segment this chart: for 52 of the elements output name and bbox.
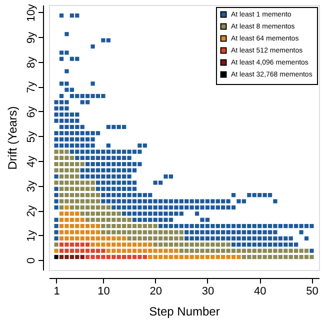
x-tick-label: 40 [254,286,266,298]
point [80,242,84,247]
point [138,254,142,260]
point [142,254,147,260]
y-tick-label: 5y [26,130,38,143]
point [59,254,64,260]
point [96,254,100,260]
point [86,254,90,260]
x-tick-label: 20 [150,286,162,298]
point [112,254,116,260]
point [70,248,74,253]
point [127,254,132,260]
y-tick-label: 10y [26,4,38,22]
point [54,254,58,260]
point [132,254,137,260]
point [75,248,80,253]
point [86,248,90,253]
point [59,248,64,253]
point [64,242,69,247]
y-tick-label: 7y [26,80,38,94]
x-tick-label: 1 [54,286,60,298]
y-tick-label: 4y [26,155,38,168]
point [101,254,106,260]
point [75,242,80,247]
x-tick-label: 50 [306,286,318,298]
y-tick-label: 9y [26,31,38,44]
point [116,254,121,260]
y-axis-title: Drift (Years) [6,106,20,170]
point [70,254,74,260]
x-axis-title: Step Number [149,304,220,318]
point [96,248,100,253]
point [90,254,95,260]
y-tick-label: 0 [26,258,38,264]
y-tick-label: 3y [26,180,38,192]
point [64,254,69,260]
y-tick-label: 1y [26,230,38,242]
y-tick-label: 6y [26,106,38,118]
point [80,248,84,253]
x-tick-label: 10 [98,286,110,298]
point [101,248,106,253]
y-tick-label: 2y [26,204,38,217]
point [64,248,69,253]
point [70,242,74,247]
point [59,242,64,247]
point [106,254,110,260]
point [80,254,84,260]
point [86,242,90,247]
point [75,254,80,260]
y-tick-label: 8y [26,56,38,68]
point [90,248,95,253]
x-tick-label: 30 [202,286,214,298]
point [122,254,126,260]
